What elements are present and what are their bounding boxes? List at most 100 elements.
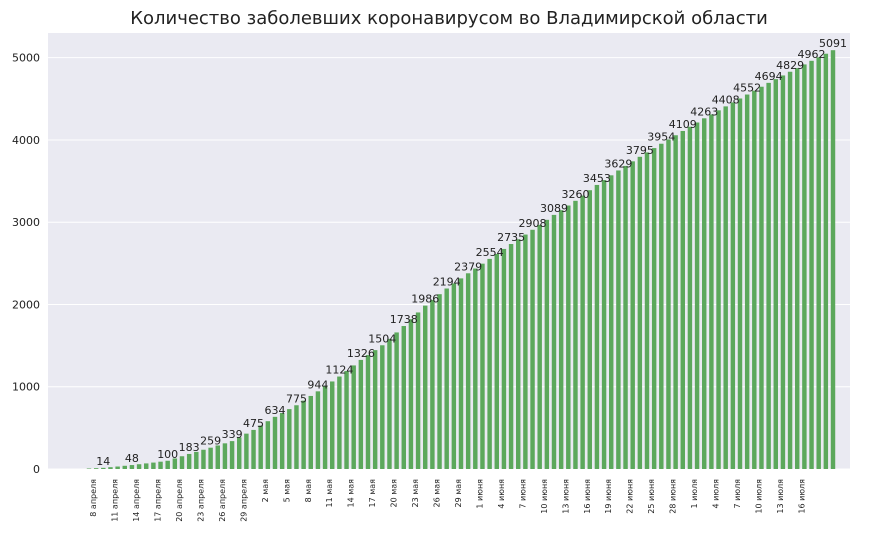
- bar: [473, 268, 478, 469]
- bar-value-label: 3260: [561, 188, 589, 201]
- bar: [115, 466, 120, 469]
- bar: [716, 110, 721, 469]
- bar: [752, 90, 757, 470]
- bar-value-label: 3795: [626, 144, 654, 157]
- x-tick-label: 11 апреля: [111, 479, 120, 522]
- x-tick-label: 17 мая: [368, 479, 377, 508]
- bar: [430, 299, 435, 469]
- bar: [330, 381, 335, 469]
- bar-value-label: 14: [96, 455, 110, 468]
- bar-value-label: 4109: [669, 118, 697, 131]
- bar: [151, 462, 156, 469]
- bar-value-label: 3453: [583, 172, 611, 185]
- bar: [258, 425, 263, 469]
- x-tick-label: 4 июня: [497, 479, 506, 509]
- bar: [229, 441, 235, 469]
- x-tick-label: 20 апреля: [175, 479, 184, 522]
- bar-value-label: 3954: [647, 131, 675, 144]
- bar: [809, 60, 814, 470]
- bar: [651, 148, 657, 469]
- bar: [222, 443, 228, 469]
- bar-value-label: 1986: [411, 293, 439, 306]
- x-axis: 8 апреля 11 апреля 14 апреля 17 апреля 20 ап…: [89, 479, 806, 522]
- bar: [795, 68, 800, 469]
- bar: [372, 350, 378, 469]
- bar-value-label: 1326: [347, 347, 375, 360]
- x-tick-label: 2 мая: [261, 479, 270, 503]
- bar: [101, 467, 106, 469]
- bar: [272, 416, 278, 469]
- x-tick-label: 29 мая: [454, 479, 463, 508]
- bar: [344, 371, 349, 469]
- bar: [623, 165, 628, 469]
- bar-value-label: 4694: [755, 70, 783, 83]
- bar: [108, 467, 113, 469]
- x-tick-label: 19 июня: [604, 479, 613, 514]
- bar: [93, 468, 99, 469]
- y-tick-label: 5000: [12, 52, 40, 65]
- x-tick-label: 1 июля: [690, 479, 699, 509]
- bar: [194, 451, 199, 469]
- bar: [659, 143, 664, 470]
- bar: [351, 365, 356, 469]
- bar: [601, 180, 607, 469]
- y-tick-label: 0: [33, 463, 40, 476]
- bar-value-label: 4829: [776, 59, 804, 72]
- bar: [666, 139, 671, 469]
- bar: [437, 294, 442, 469]
- bar: [523, 234, 528, 469]
- bar: [158, 461, 163, 469]
- bar: [136, 464, 142, 469]
- x-tick-label: 14 мая: [347, 479, 356, 508]
- bar: [294, 405, 299, 469]
- bar-value-label: 3629: [604, 157, 632, 170]
- x-tick-label: 7 июня: [518, 479, 527, 509]
- bar-value-label: 1124: [325, 364, 353, 377]
- bar: [237, 437, 242, 469]
- x-tick-label: 26 мая: [433, 479, 442, 508]
- bar: [394, 332, 399, 469]
- bar-value-label: 2194: [433, 276, 461, 289]
- bar-value-label: 4263: [690, 105, 718, 118]
- bar: [508, 244, 514, 469]
- y-tick-label: 1000: [12, 381, 40, 394]
- bar: [415, 312, 421, 469]
- bar: [287, 409, 292, 469]
- bar: [516, 239, 521, 469]
- bar: [687, 126, 693, 469]
- bar: [580, 195, 585, 470]
- x-tick-label: 8 мая: [304, 479, 313, 503]
- bar: [702, 118, 707, 469]
- bar-value-label: 4408: [712, 93, 740, 106]
- y-tick-label: 3000: [12, 216, 40, 229]
- bar: [401, 326, 406, 469]
- y-tick-label: 2000: [12, 298, 40, 311]
- bar: [694, 122, 700, 469]
- x-tick-label: 20 мая: [390, 479, 399, 508]
- x-tick-label: 16 июля: [797, 479, 806, 514]
- bar: [487, 258, 492, 469]
- bar: [551, 214, 557, 469]
- bar-value-label: 475: [243, 417, 264, 430]
- x-tick-label: 29 апреля: [239, 479, 248, 522]
- bar-value-label: 1504: [368, 332, 396, 345]
- bar-value-label: 339: [222, 428, 243, 441]
- bar-value-label: 5091: [819, 37, 847, 50]
- bar: [766, 82, 771, 469]
- bar: [787, 71, 793, 469]
- x-tick-label: 11 мая: [325, 479, 334, 508]
- x-tick-label: 10 июля: [754, 479, 763, 514]
- bar: [179, 456, 185, 469]
- bar: [251, 429, 256, 469]
- bar: [308, 395, 313, 469]
- bar: [823, 53, 829, 469]
- bar: [322, 386, 328, 469]
- bar: [458, 278, 464, 469]
- bar: [544, 219, 550, 469]
- bar: [279, 412, 285, 469]
- bar: [172, 458, 178, 469]
- bar: [737, 98, 743, 469]
- bar: [730, 102, 736, 470]
- bars: [86, 50, 836, 470]
